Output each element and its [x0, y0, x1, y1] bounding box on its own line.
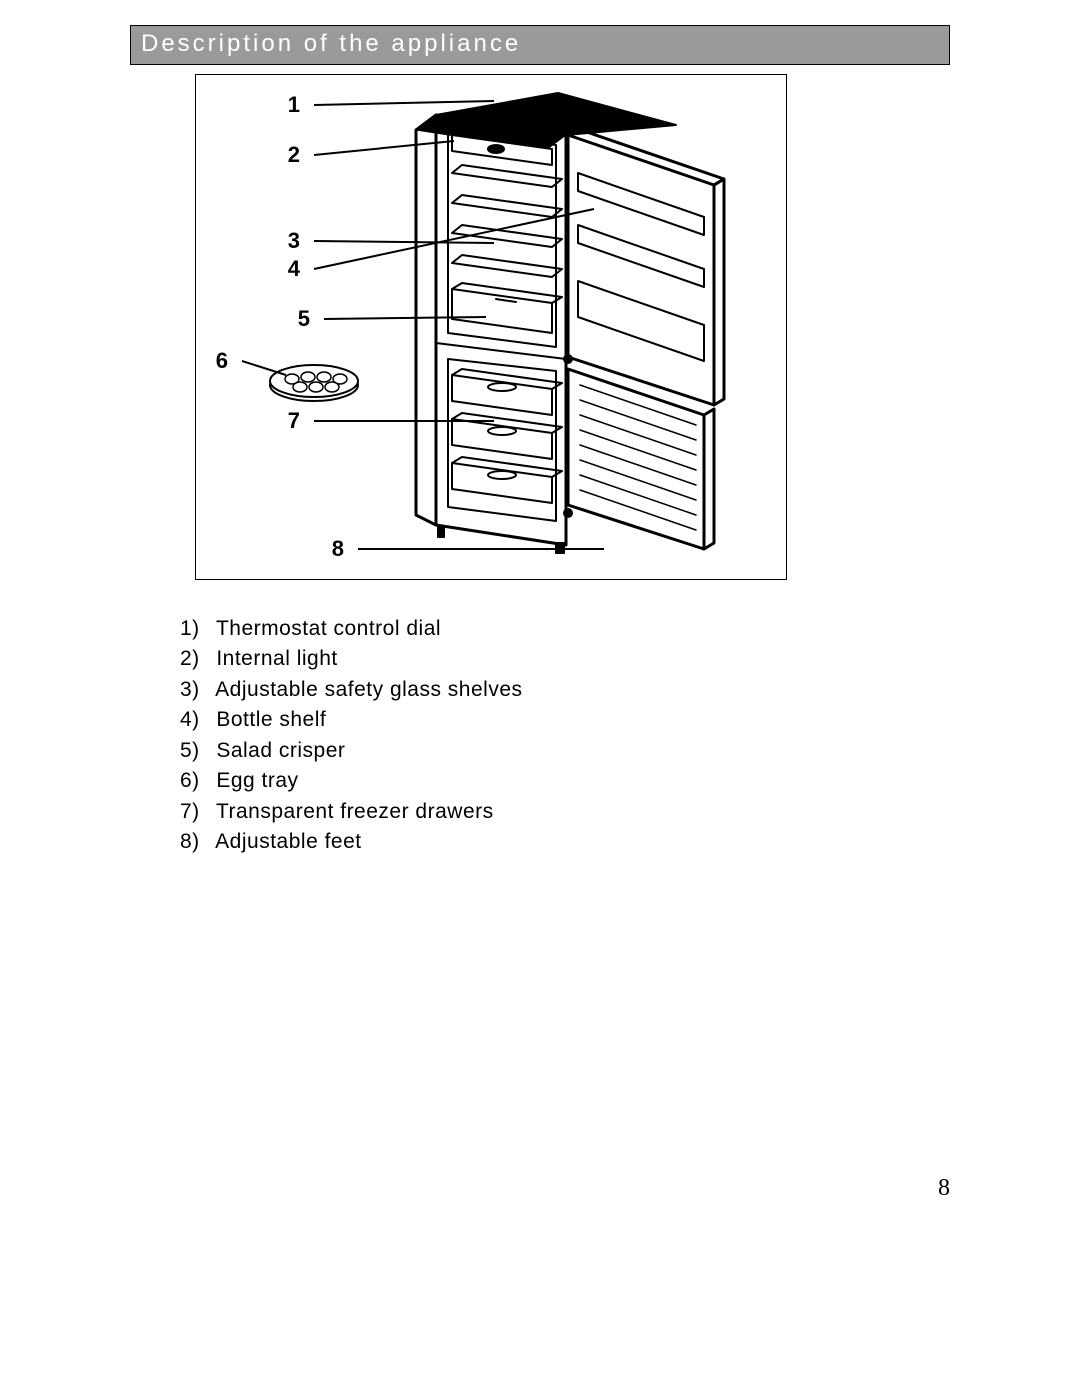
legend-item: 5) Salad crisper	[180, 736, 523, 766]
callout-label: 2	[288, 142, 300, 167]
legend-item: 4) Bottle shelf	[180, 705, 523, 735]
legend-item-text: Egg tray	[210, 769, 299, 792]
legend-item-text: Bottle shelf	[210, 708, 326, 731]
callout-label: 8	[332, 536, 344, 561]
legend-item-text: Adjustable safety glass shelves	[210, 678, 523, 701]
legend-item-number: 8)	[180, 827, 210, 857]
page: Description of the appliance	[0, 0, 1080, 1397]
legend-item-text: Salad crisper	[210, 739, 345, 762]
legend-item: 3) Adjustable safety glass shelves	[180, 675, 523, 705]
callout-label: 1	[288, 92, 300, 117]
legend-item: 7) Transparent freezer drawers	[180, 797, 523, 827]
legend-item-number: 7)	[180, 797, 210, 827]
legend-item-number: 6)	[180, 766, 210, 796]
page-number: 8	[938, 1175, 950, 1202]
section-title-box: Description of the appliance	[130, 25, 950, 65]
legend-item-number: 5)	[180, 736, 210, 766]
legend-item-number: 3)	[180, 675, 210, 705]
legend-item-text: Internal light	[210, 647, 338, 670]
appliance-figure: 1 2 3 4 5 6 7 8	[195, 74, 787, 580]
callout-label: 3	[288, 228, 300, 253]
legend-item: 6) Egg tray	[180, 766, 523, 796]
legend-item-number: 1)	[180, 614, 210, 644]
callout-label: 7	[288, 408, 300, 433]
callout-label: 5	[298, 306, 310, 331]
legend-item-text: Thermostat control dial	[210, 617, 441, 640]
legend-item-text: Transparent freezer drawers	[210, 800, 494, 823]
callout-label: 6	[216, 348, 228, 373]
legend-item-number: 4)	[180, 705, 210, 735]
legend-item: 8) Adjustable feet	[180, 827, 523, 857]
legend-item-text: Adjustable feet	[210, 830, 362, 853]
legend-item: 2) Internal light	[180, 644, 523, 674]
section-title: Description of the appliance	[141, 30, 521, 57]
legend-item: 1) Thermostat control dial	[180, 614, 523, 644]
legend-list: 1) Thermostat control dial2) Internal li…	[180, 614, 523, 858]
legend-item-number: 2)	[180, 644, 210, 674]
callout-label: 4	[288, 256, 301, 281]
